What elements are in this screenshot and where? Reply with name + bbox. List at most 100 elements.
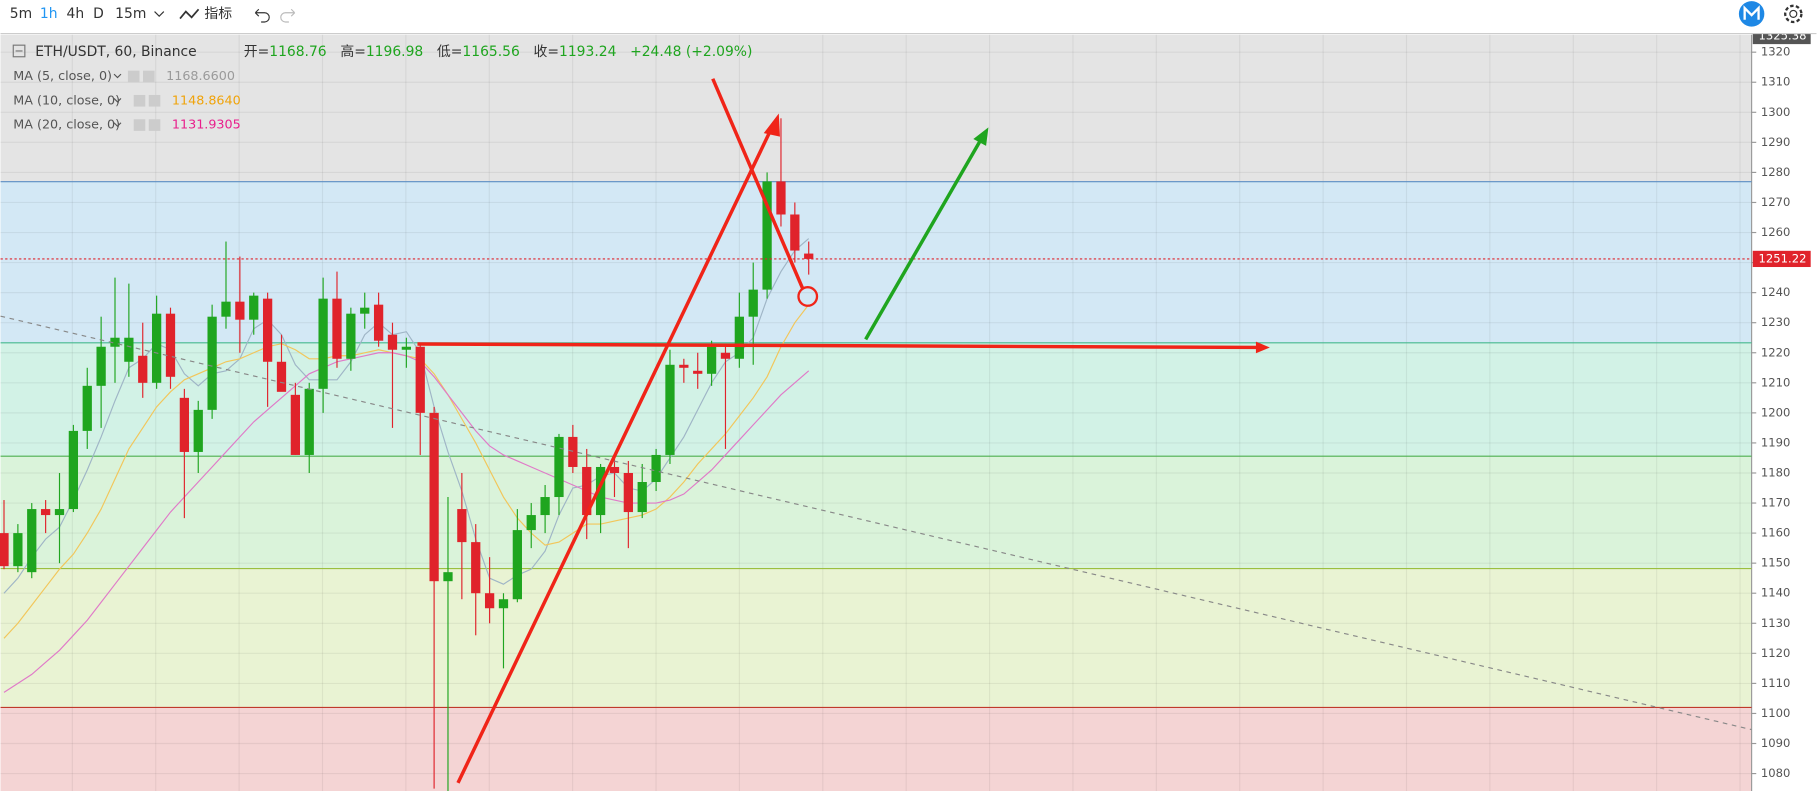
candle-body	[568, 436, 578, 467]
visibility-button[interactable]	[133, 119, 146, 131]
interval-button[interactable]: 15m	[115, 6, 146, 22]
arrowhead	[763, 113, 780, 137]
candle-body	[332, 298, 342, 359]
candle-body	[13, 533, 23, 567]
last-price-label: 1251.22	[1759, 251, 1807, 265]
candle-body	[415, 346, 425, 413]
candle-body	[346, 313, 356, 359]
candle-body	[54, 509, 65, 516]
y-tick-label: 1320	[1761, 45, 1790, 59]
readout-value: 1165.56	[462, 44, 519, 60]
arrow	[417, 342, 1261, 350]
icon-part	[1789, 9, 1798, 18]
candle-body	[221, 301, 231, 317]
dropdown-icon[interactable]	[154, 11, 165, 18]
redo-button[interactable]	[280, 8, 296, 23]
y-tick-label: 1300	[1761, 105, 1790, 119]
candle-body	[249, 295, 259, 320]
interval-button[interactable]: D	[93, 6, 104, 22]
candle-body	[762, 181, 772, 290]
plot-area: 1080 1090 1100 1110 1120 1130 1140 1150 1160 1170…	[0, 27, 1817, 792]
undo-button[interactable]	[254, 8, 270, 23]
ohlc-readout: 开=1168.76 高=1196.98 低=1165.56 收=1193.24 …	[244, 43, 753, 60]
logo-mark	[1743, 5, 1760, 20]
zone-band	[0, 568, 1752, 708]
candle-body	[124, 337, 134, 362]
legend-readout: 1148.8640	[172, 93, 241, 108]
legend-entry: MA (5, close, 0)	[13, 69, 112, 84]
symbol-title: ETH/USDT, 60, Binance	[35, 44, 196, 60]
candle-body	[526, 515, 536, 531]
candle-body	[82, 385, 92, 431]
candle-body	[40, 509, 51, 516]
candle-body	[96, 346, 106, 386]
legend-readout: 1131.9305	[172, 118, 241, 133]
readout-label: 高=	[340, 43, 366, 60]
candle-body	[207, 316, 217, 410]
price-axis-bg	[1751, 34, 1817, 792]
legend-entry: MA (10, close, 0)	[13, 93, 120, 108]
zone-band	[0, 707, 1752, 791]
candle-body	[318, 298, 328, 389]
indicator-icon[interactable]	[179, 8, 200, 20]
settings-button[interactable]	[1784, 4, 1803, 24]
visibility-button[interactable]	[133, 94, 146, 107]
candle-body	[290, 394, 300, 455]
candle-body	[776, 181, 786, 215]
candle-body	[235, 301, 245, 320]
candle-body	[110, 337, 120, 347]
candle-body	[373, 304, 384, 341]
candle-body	[484, 593, 495, 609]
zone-band	[0, 456, 1752, 569]
interval-button[interactable]: 4h	[67, 6, 85, 22]
trend-line	[0, 315, 1752, 731]
candle-body	[443, 572, 453, 582]
readout-label: 开=	[244, 44, 270, 60]
candle-body	[304, 388, 314, 455]
interval-button[interactable]: 1h	[40, 6, 58, 22]
toolbar: 5m 1h 4h D 15m 指标	[0, 0, 1817, 35]
change: +24.48 (+2.09%)	[630, 44, 752, 60]
interval-button[interactable]: 5m	[10, 6, 32, 22]
candle-body	[706, 346, 717, 374]
legend: ETH/USDT, 60, Binance 开=1168.76 高=1196.9…	[12, 43, 753, 133]
y-tick-label: 1310	[1761, 75, 1790, 89]
visibility-button[interactable]	[127, 70, 140, 83]
candle-body	[540, 497, 550, 516]
collapse-icon[interactable]	[12, 44, 26, 58]
candle-body	[720, 352, 731, 359]
candle-body	[193, 409, 203, 452]
y-tick-label: 1100	[1761, 706, 1790, 720]
candle-body	[582, 466, 592, 516]
candle-body	[276, 361, 287, 392]
y-tick-label: 1170	[1761, 496, 1790, 510]
candle-body	[457, 509, 467, 543]
dropdown-icon	[113, 73, 122, 79]
y-tick-label: 1280	[1761, 165, 1790, 179]
candle-body	[804, 253, 814, 259]
y-tick-label: 1140	[1761, 586, 1790, 600]
dropdown-icon	[113, 122, 122, 128]
candle-body	[179, 397, 190, 452]
remove-button[interactable]	[148, 119, 161, 131]
candle-body	[595, 466, 606, 516]
candle-body	[0, 533, 9, 567]
candle-body	[387, 334, 398, 350]
y-tick-label: 1290	[1761, 135, 1790, 149]
arrow	[456, 122, 776, 784]
candle-body	[693, 370, 703, 374]
candle-body	[498, 599, 509, 609]
remove-button[interactable]	[148, 94, 161, 107]
candle-body	[679, 364, 689, 368]
arrowhead	[973, 127, 989, 146]
arrow	[711, 78, 805, 291]
candle-body	[748, 289, 758, 317]
indicators-button[interactable]: 指标	[204, 6, 232, 22]
y-tick-label: 1190	[1761, 435, 1790, 449]
candle-body	[651, 454, 661, 483]
remove-button[interactable]	[142, 70, 155, 83]
y-tick-label: 1130	[1761, 616, 1790, 630]
candle-body	[512, 530, 522, 600]
candle-body	[360, 307, 370, 314]
